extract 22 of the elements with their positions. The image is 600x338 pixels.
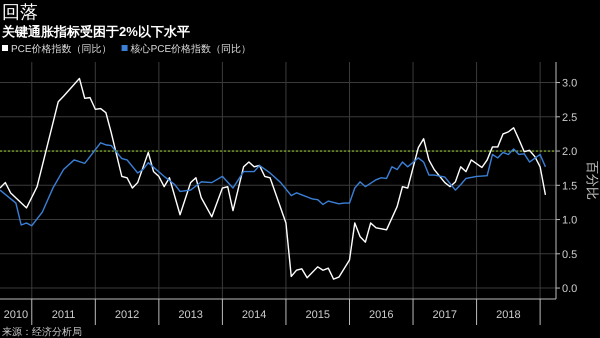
chart-title: 回落 [2,2,38,22]
legend-label: PCE价格指数（同比） [11,43,112,55]
x-tick-label: 2016 [369,309,394,321]
x-tick-label: 2017 [432,309,458,321]
x-tick-label: 2018 [496,309,521,321]
y-tick-label: 0.0 [562,283,578,296]
y-tick-label: 0.5 [562,248,578,261]
source-note: 来源：经济分析局 [2,326,82,338]
y-tick-label: 1.0 [562,214,578,227]
y-tick-label: 2.0 [562,146,578,158]
x-tick-label: 2011 [52,309,76,321]
y-axis-title: 百分比 [585,161,600,200]
x-tick-label: 2010 [4,309,28,321]
y-tick-label: 3.0 [562,78,578,90]
x-tick-label: 2015 [305,309,330,321]
y-tick-label: 2.5 [562,112,578,124]
x-tick-label: 2013 [178,309,203,321]
legend-label: 核心PCE价格指数（同比） [130,43,252,55]
y-tick-label: 1.5 [562,180,578,192]
x-tick-label: 2014 [242,309,266,321]
chart-subtitle: 关键通胀指标受困于2%以下水平 [1,24,190,39]
x-tick-label: 2012 [114,309,140,321]
